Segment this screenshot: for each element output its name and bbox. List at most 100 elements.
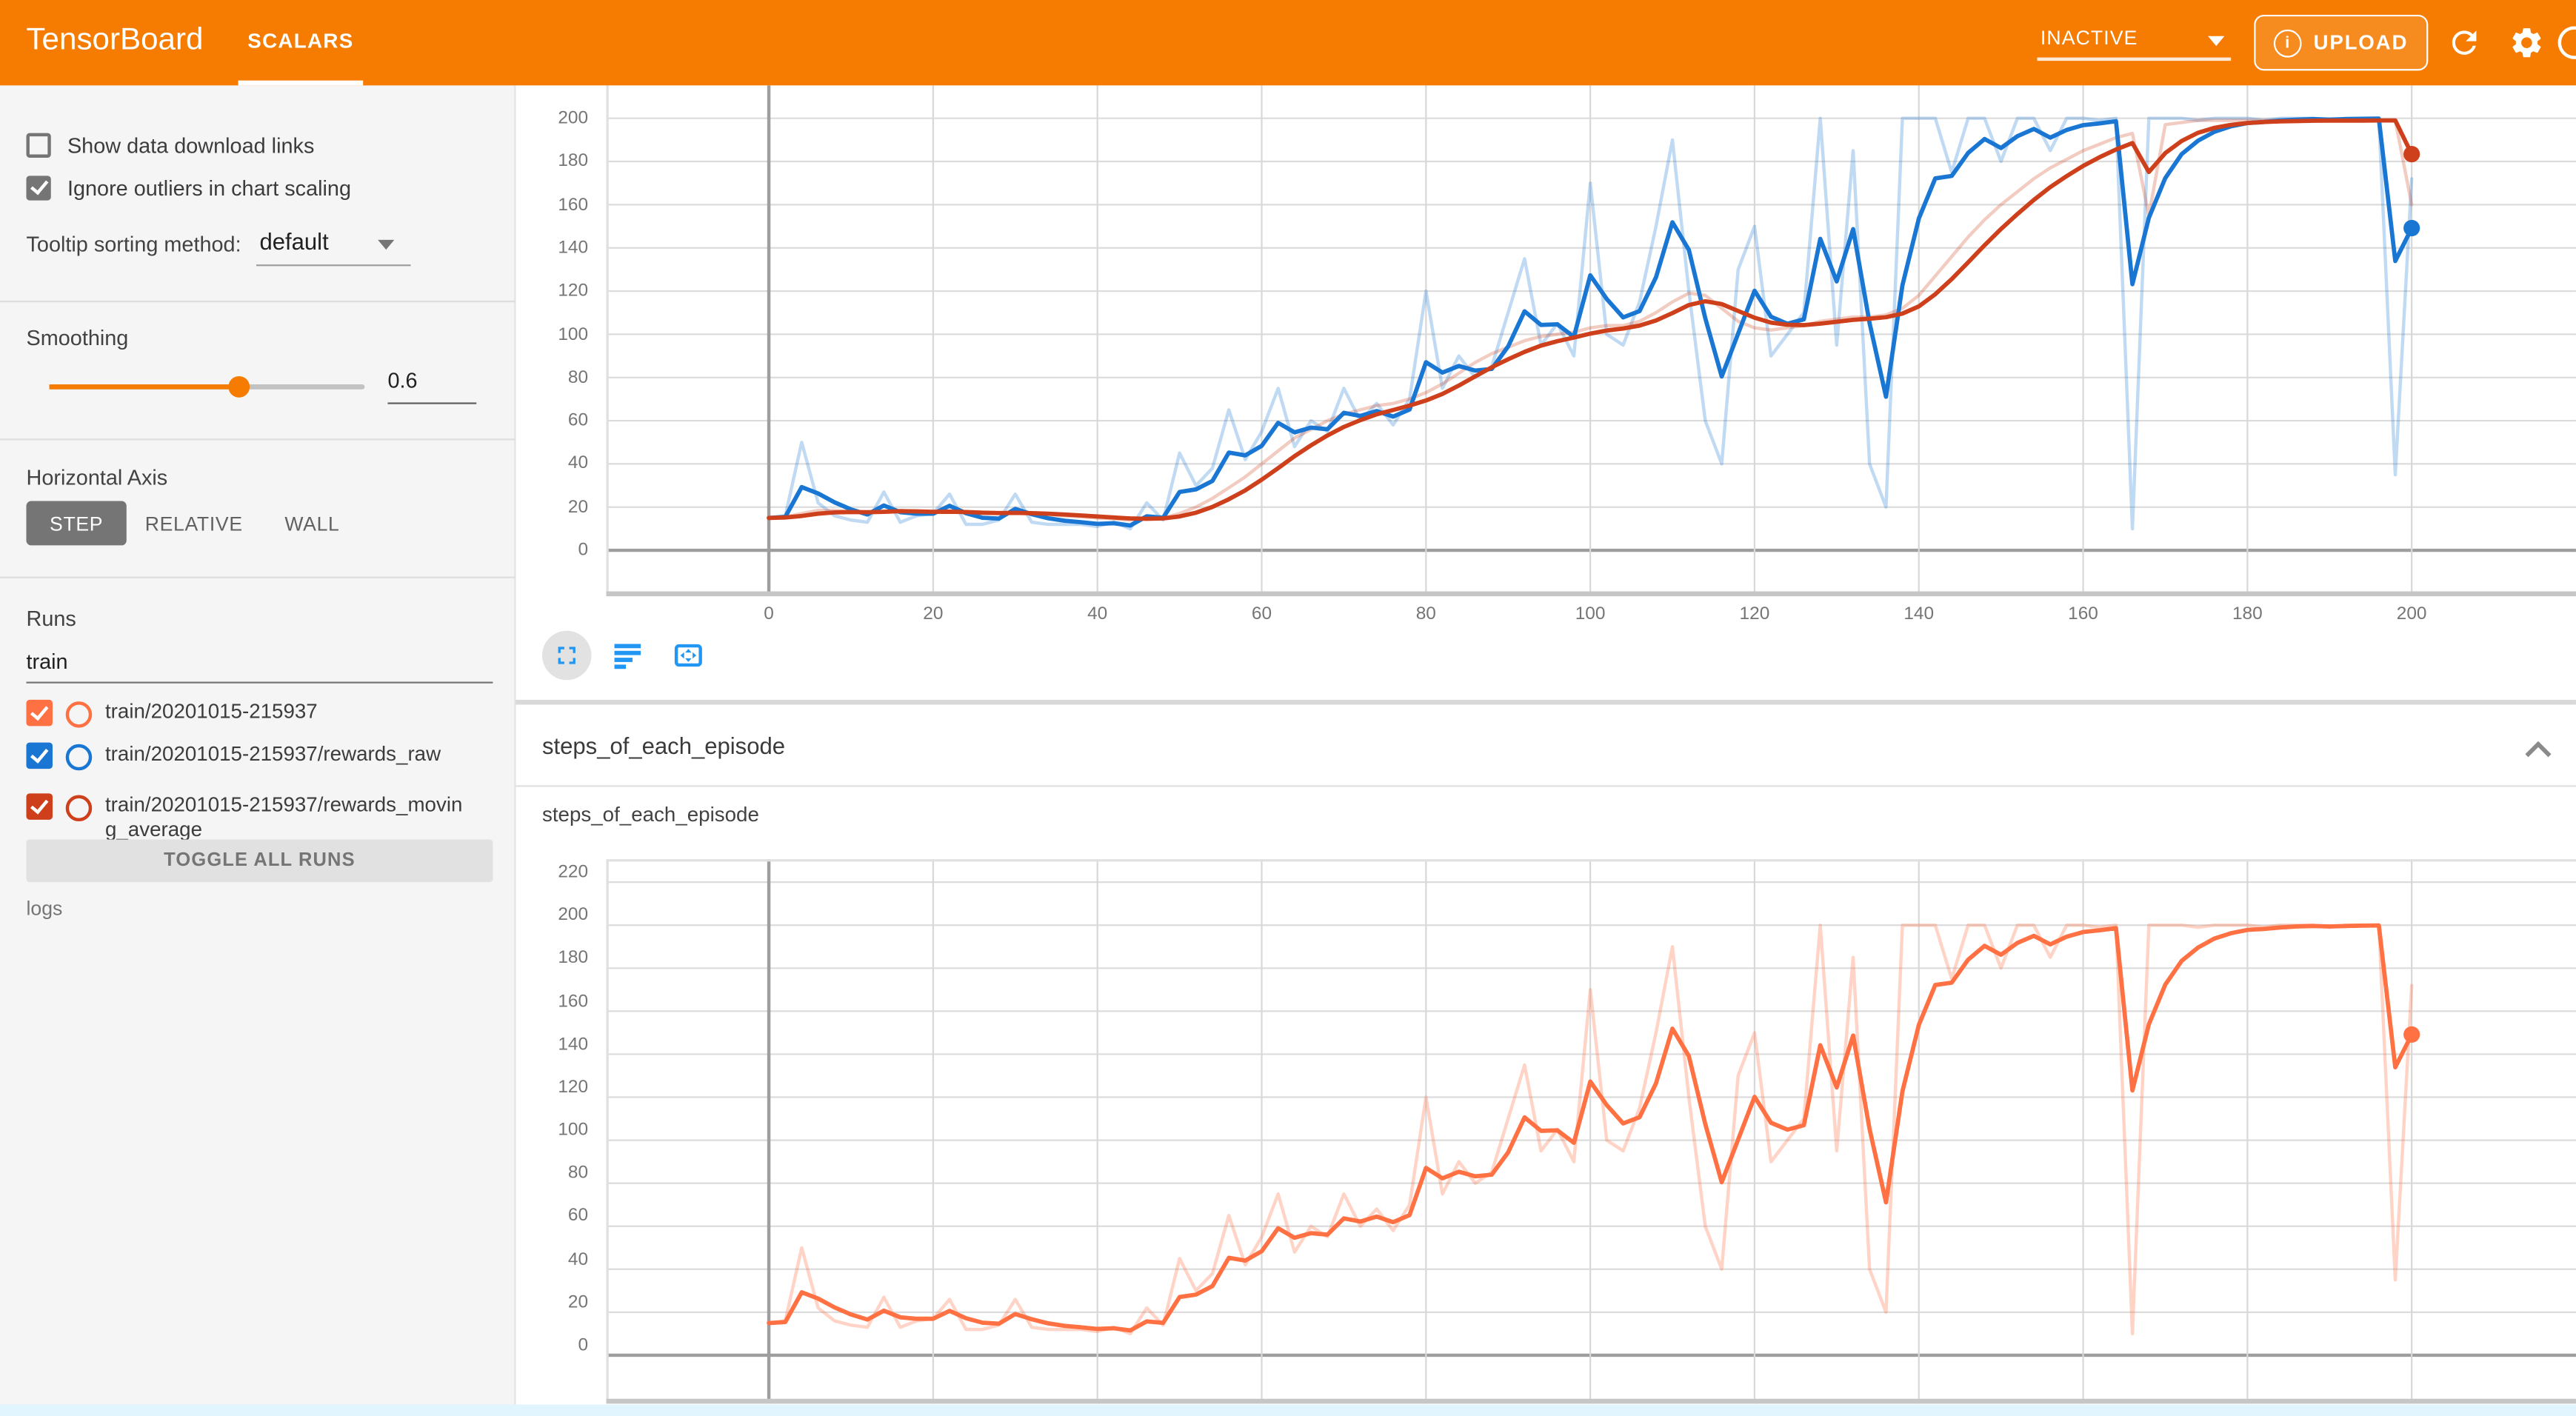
y-tick-label: 120 [558, 281, 589, 301]
y-tick-label: 100 [558, 324, 589, 344]
y-tick-label: 140 [558, 238, 589, 258]
x-tick-label: 120 [1739, 604, 1770, 624]
divider [0, 576, 516, 578]
tooltip-sorting-select[interactable]: default [259, 228, 329, 255]
run-item[interactable]: train/20201015-215937 [26, 699, 470, 728]
divider [0, 438, 516, 441]
series-smoothed [767, 118, 2415, 521]
y-tick-label: 0 [578, 1335, 589, 1355]
steps-chart[interactable] [606, 859, 2576, 1411]
series-raw [767, 116, 2414, 531]
y-tick-label: 180 [558, 948, 589, 969]
runs-label: Runs [26, 606, 76, 631]
divider [0, 300, 516, 303]
x-tick-label: 100 [1575, 604, 1606, 624]
smoothing-label: Smoothing [26, 325, 129, 350]
tab-scalars[interactable]: SCALARS [238, 0, 364, 86]
chevron-down-icon [378, 239, 395, 250]
runs-filter-input[interactable]: train [26, 649, 68, 674]
checkbox-label: Show data download links [67, 132, 315, 157]
status-dropdown[interactable]: INACTIVE [2037, 21, 2232, 61]
axis-option-step[interactable]: STEP [26, 501, 127, 546]
series-smoothed [767, 923, 2415, 1333]
axis-option-wall[interactable]: WALL [284, 511, 340, 535]
y-tick-label: 160 [558, 195, 589, 215]
x-tick-label: 80 [1415, 604, 1436, 624]
info-circle-icon: i [2274, 28, 2303, 57]
run-checkbox-icon[interactable] [26, 742, 53, 769]
x-tick-label: 20 [923, 604, 944, 624]
x-tick-label: 160 [2068, 604, 2098, 624]
rewards-chart[interactable] [606, 85, 2576, 598]
fit-domain-icon[interactable] [664, 631, 713, 681]
y-tick-label: 220 [558, 862, 589, 883]
run-label: train/20201015-215937/rewards_moving_ave… [104, 793, 463, 841]
app-title: TensorBoard [26, 23, 204, 58]
smoothing-slider[interactable] [49, 375, 365, 398]
run-color-swatch [65, 744, 93, 771]
chart-card-title: steps_of_each_episode [541, 803, 759, 826]
x-tick-label: 200 [2396, 604, 2427, 624]
smoothing-value-input[interactable]: 0.6 [387, 368, 477, 404]
run-label: train/20201015-215937 [104, 699, 318, 723]
slider-fill [49, 384, 239, 390]
checkbox-checked-icon[interactable] [26, 175, 51, 200]
chevron-up-icon[interactable] [2523, 738, 2553, 767]
help-icon[interactable] [2557, 26, 2576, 59]
chevron-down-icon [2208, 36, 2225, 47]
series-end-dot[interactable] [2403, 1026, 2420, 1043]
y-tick-label: 180 [558, 151, 589, 172]
bottom-scroll-strip[interactable] [0, 1404, 2576, 1416]
y-tick-label: 200 [558, 108, 589, 129]
select-underline [256, 264, 411, 267]
divider [515, 699, 2576, 705]
status-dropdown-value: INACTIVE [2040, 26, 2138, 50]
run-item[interactable]: train/20201015-215937/rewards_raw [26, 742, 470, 771]
y-tick-label: 20 [567, 497, 589, 518]
run-checkbox-icon[interactable] [26, 793, 53, 820]
run-label: train/20201015-215937/rewards_raw [104, 742, 441, 766]
y-tick-label: 80 [567, 1163, 589, 1183]
y-tick-label: 100 [558, 1120, 589, 1141]
x-tick-label: 140 [1903, 604, 1935, 624]
checkbox-unchecked-icon[interactable] [26, 132, 51, 157]
checkbox-label: Ignore outliers in chart scaling [67, 175, 352, 200]
y-tick-label: 200 [558, 905, 589, 926]
setting-checkbox-row[interactable]: Show data download links [26, 130, 314, 159]
y-tick-label: 80 [567, 367, 589, 388]
gear-icon[interactable] [2509, 24, 2545, 61]
refresh-icon[interactable] [2446, 24, 2483, 61]
run-color-swatch [65, 795, 93, 822]
horizontal-axis-label: Horizontal Axis [26, 464, 168, 490]
y-tick-label: 60 [567, 1206, 589, 1226]
tooltip-sorting-label: Tooltip sorting method: [26, 231, 241, 257]
main-content: 0 20 40 60 80 100 120 140 160 180 200 0 20 40 60 80 100… [515, 85, 2576, 1416]
run-color-swatch [65, 701, 93, 728]
app-header: TensorBoard SCALARS INACTIVE i UPLOAD [0, 0, 2576, 86]
run-item[interactable]: train/20201015-215937/rewards_moving_ave… [26, 793, 470, 843]
y-tick-label: 20 [567, 1292, 589, 1312]
y-tick-label: 40 [567, 1249, 589, 1269]
run-checkbox-icon[interactable] [26, 699, 53, 727]
series-end-dot[interactable] [2403, 219, 2420, 237]
upload-button[interactable]: i UPLOAD [2254, 14, 2429, 71]
axis-option-relative[interactable]: RELATIVE [144, 511, 243, 535]
y-tick-label: 160 [558, 991, 589, 1012]
series-raw [767, 924, 2414, 1336]
y-tick-label: 0 [578, 540, 589, 561]
x-tick-label: 180 [2232, 604, 2263, 624]
x-tick-label: 60 [1251, 604, 1272, 624]
upload-button-label: UPLOAD [2313, 31, 2409, 55]
input-underline [26, 681, 493, 684]
section-header-steps-of-each-episode[interactable]: steps_of_each_episode [515, 704, 2576, 787]
setting-checkbox-row[interactable]: Ignore outliers in chart scaling [26, 173, 351, 202]
fullscreen-icon[interactable] [541, 630, 592, 681]
log-lines-icon[interactable] [603, 631, 653, 681]
toggle-all-runs-button[interactable]: TOGGLE ALL RUNS [26, 839, 493, 883]
series-end-dot[interactable] [2403, 146, 2420, 163]
y-tick-label: 60 [567, 410, 589, 431]
settings-sidebar: Show data download links Ignore outliers … [0, 85, 516, 1416]
y-tick-label: 140 [558, 1034, 589, 1055]
slider-thumb[interactable] [227, 375, 250, 398]
